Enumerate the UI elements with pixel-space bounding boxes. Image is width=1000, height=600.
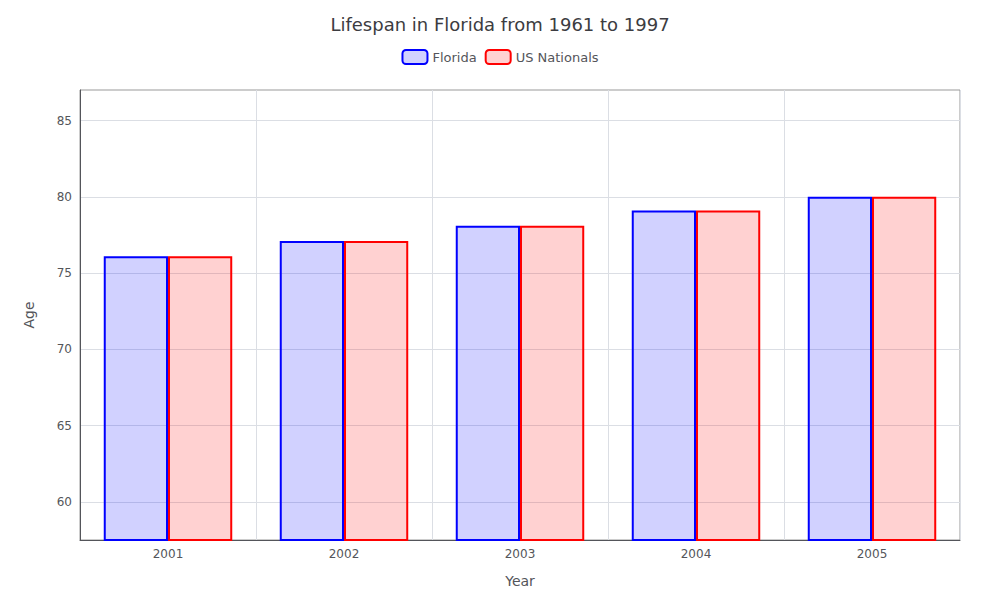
svg-text:Florida: Florida	[432, 50, 476, 65]
svg-text:2001: 2001	[153, 547, 184, 561]
svg-text:2005: 2005	[857, 547, 888, 561]
svg-text:US Nationals: US Nationals	[516, 50, 599, 65]
svg-text:80: 80	[57, 190, 72, 204]
svg-text:70: 70	[57, 342, 72, 356]
svg-text:65: 65	[57, 419, 72, 433]
svg-text:Age: Age	[21, 301, 37, 328]
svg-text:2004: 2004	[681, 547, 712, 561]
svg-text:85: 85	[57, 114, 72, 128]
svg-text:75: 75	[57, 266, 72, 280]
svg-text:Lifespan in Florida from 1961: Lifespan in Florida from 1961 to 1997	[330, 14, 669, 35]
svg-text:60: 60	[57, 495, 72, 509]
svg-text:2003: 2003	[505, 547, 536, 561]
svg-text:Year: Year	[504, 573, 535, 589]
svg-text:2002: 2002	[329, 547, 360, 561]
